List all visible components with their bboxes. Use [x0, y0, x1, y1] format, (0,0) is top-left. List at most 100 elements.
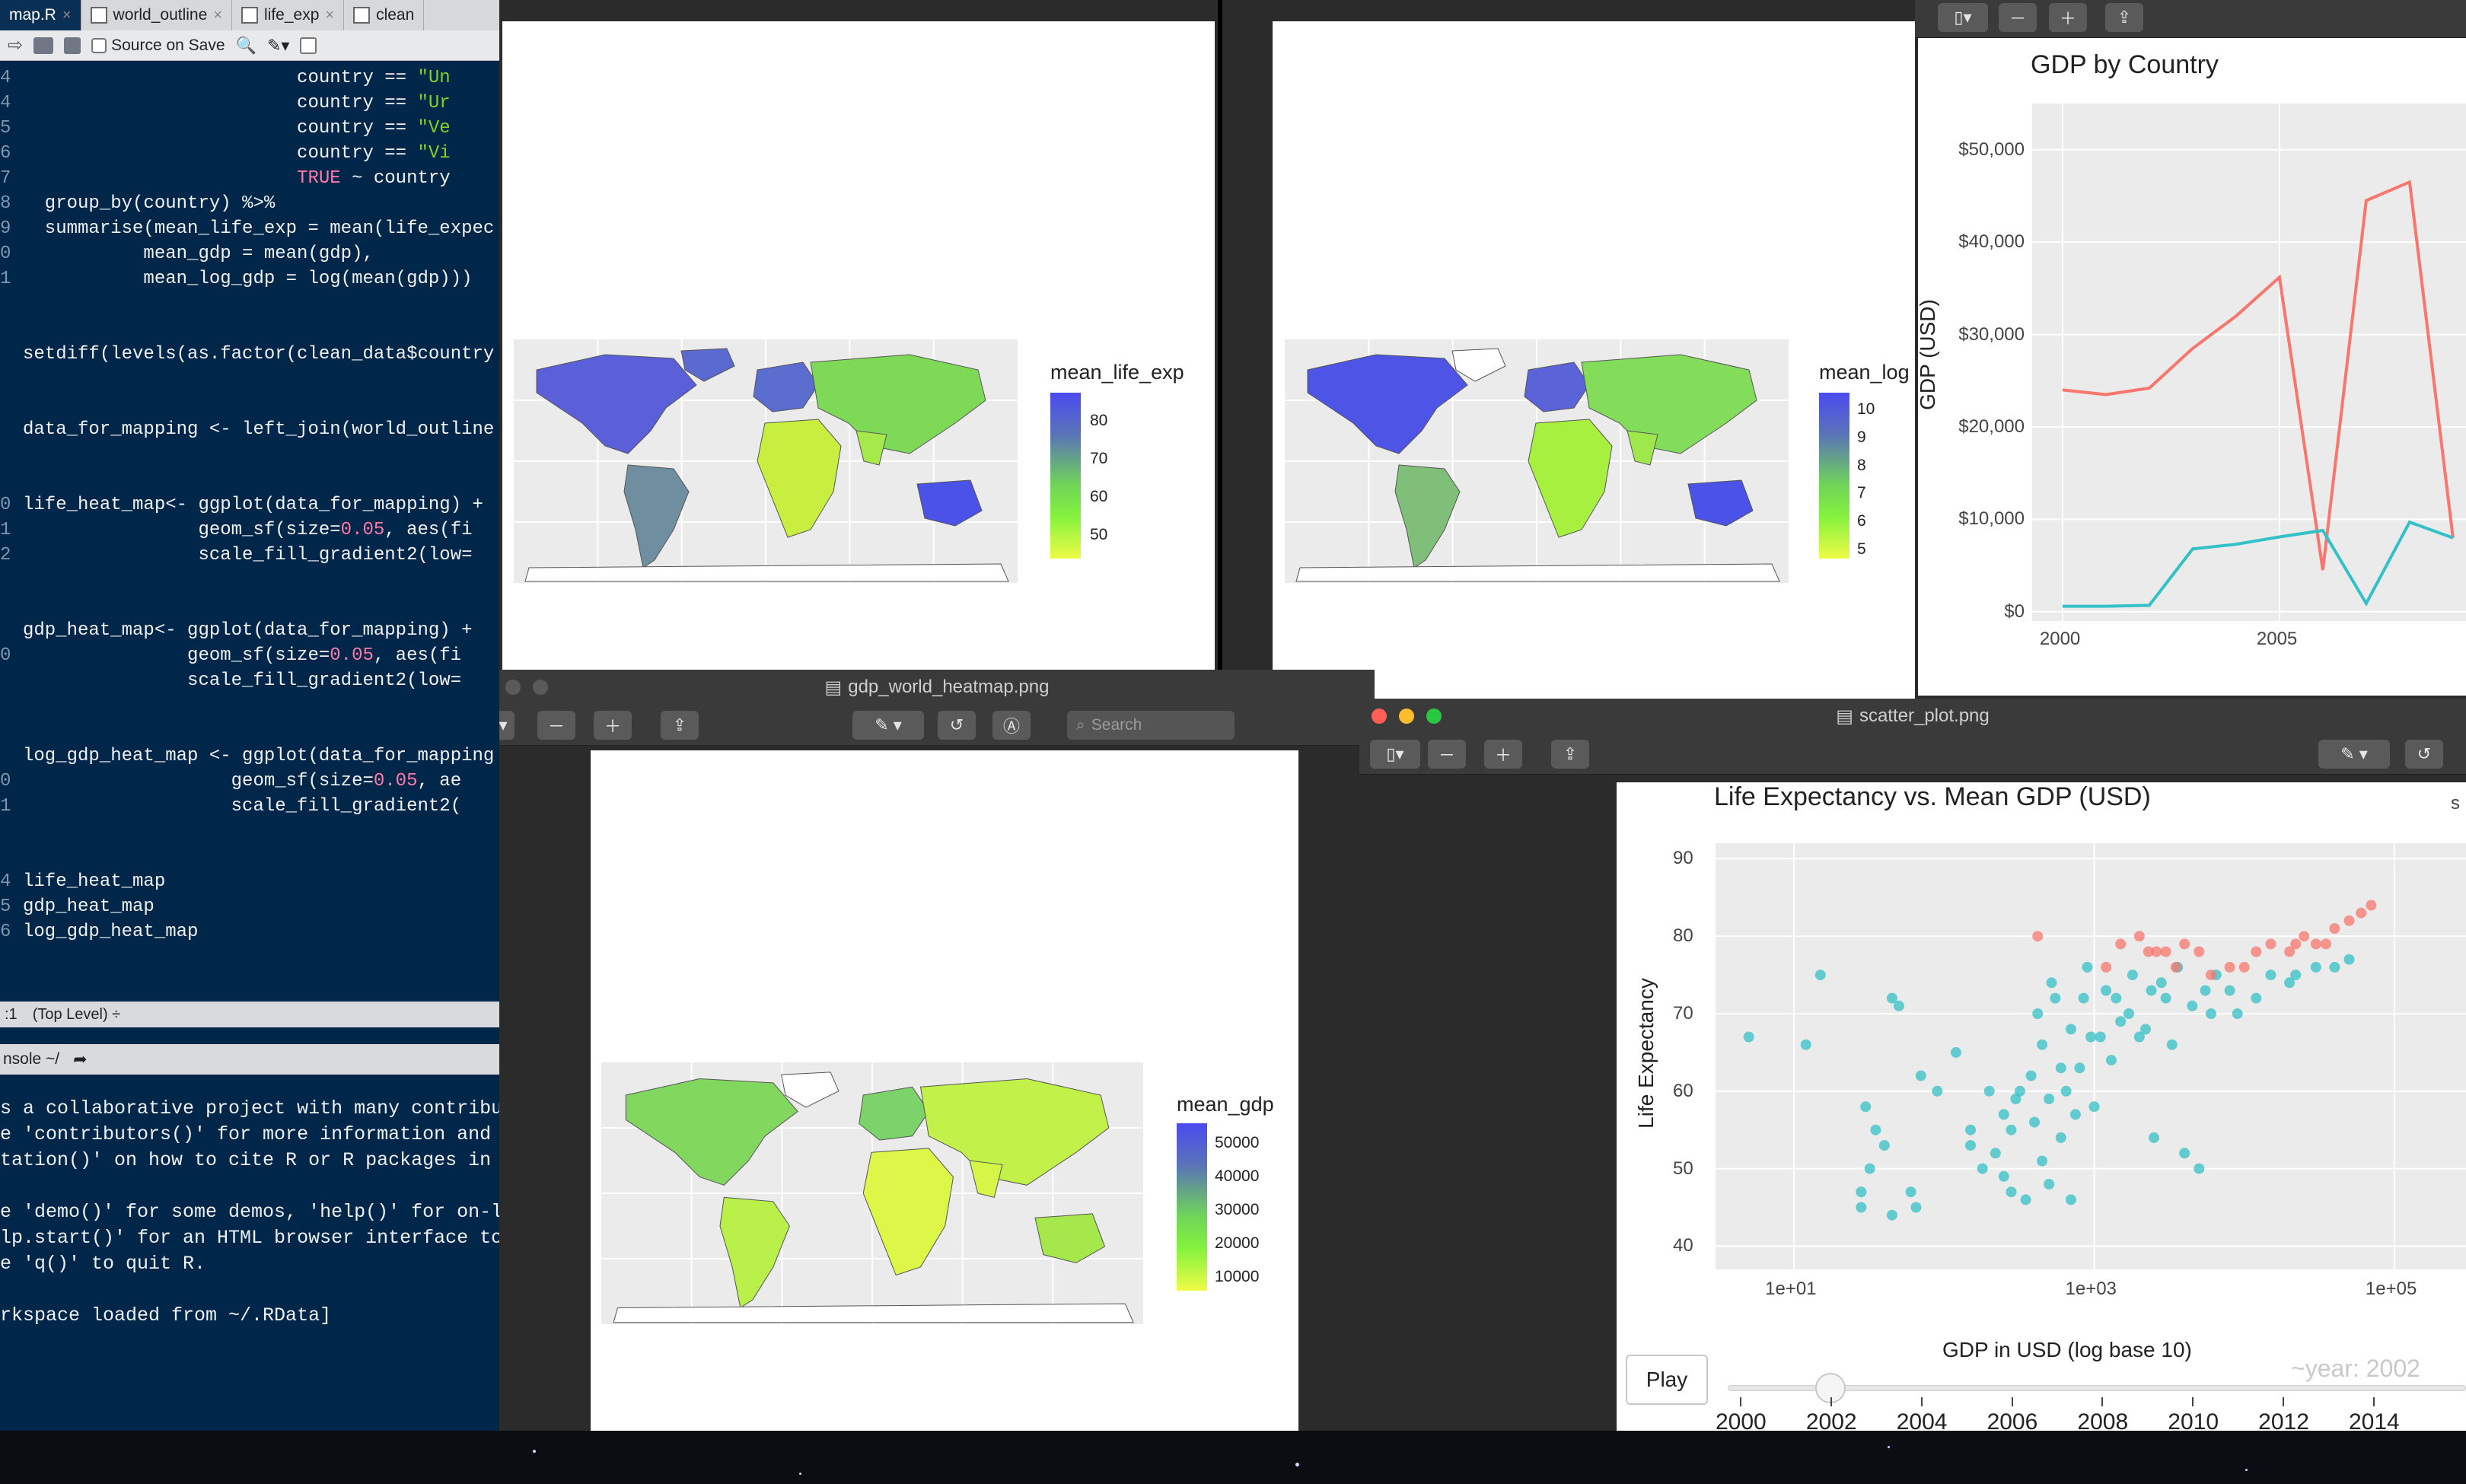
data-point — [2284, 946, 2296, 957]
rotate-button[interactable]: ↺ — [938, 711, 976, 740]
source-on-save-checkbox[interactable]: Source on Save — [91, 37, 225, 55]
sidebar-toggle-button[interactable]: ▯▾ — [1938, 3, 1988, 32]
outline-icon[interactable] — [300, 37, 317, 54]
sidebar-toggle-button[interactable]: ▯▾ — [1370, 740, 1420, 769]
data-point — [2149, 1132, 2159, 1143]
data-point — [2115, 938, 2127, 950]
maximize-window-button[interactable] — [1426, 709, 1442, 724]
play-button[interactable]: Play — [1626, 1355, 1708, 1405]
data-point — [2310, 961, 2321, 973]
arrow-icon[interactable]: ➦ — [73, 1049, 88, 1068]
asia-shape — [810, 354, 986, 454]
line-number: 1 — [0, 796, 11, 817]
show-in-window-icon[interactable] — [33, 37, 54, 54]
markup-button[interactable]: ✎ ▾ — [2318, 740, 2390, 769]
data-point — [2155, 977, 2167, 989]
x-tick-label: 1e+05 — [2365, 1279, 2417, 1299]
legend-tick-label: 20000 — [1215, 1234, 1260, 1252]
close-window-button[interactable] — [1372, 709, 1387, 724]
wand-icon[interactable]: ✎▾ — [266, 35, 290, 55]
close-window-button[interactable] — [505, 680, 521, 695]
window-titlebar: ▤ scatter_plot.png — [1359, 699, 2466, 734]
code-text: country == "Vi — [23, 143, 451, 164]
search-placeholder: Search — [1091, 716, 1142, 734]
code-line: 5 gdp_heat_map — [0, 894, 155, 920]
zoom-out-button[interactable]: － — [1428, 740, 1466, 769]
code-line: 1 geom_sf(size=0.05, aes(fi — [0, 517, 473, 543]
close-icon[interactable]: × — [325, 6, 335, 24]
slider-year-label: 2012 — [2258, 1409, 2309, 1431]
console-header: nsole ~/ ➦ — [0, 1044, 502, 1075]
checkbox-icon[interactable] — [91, 37, 107, 53]
code-line: 8 group_by(country) %>% — [0, 191, 275, 217]
year-slider-handle[interactable] — [1814, 1373, 1846, 1403]
code-text: setdiff(levels(as.factor(clean_data$coun… — [23, 344, 495, 365]
close-icon[interactable]: × — [213, 6, 222, 24]
data-point — [2187, 1000, 2198, 1011]
africa-shape — [757, 419, 842, 538]
markup-button[interactable]: ✎ ▾ — [852, 711, 924, 740]
back-arrow-icon[interactable]: ⇨ — [8, 35, 24, 56]
tab-label: world_outline — [113, 6, 208, 24]
tab-life-exp[interactable]: life_exp × — [232, 0, 345, 30]
south-america-shape — [719, 1196, 790, 1309]
code-line — [0, 718, 23, 744]
antarctica-shape — [1295, 563, 1780, 582]
code-text: log_gdp_heat_map <- ggplot(data_for_mapp… — [23, 746, 495, 766]
code-line — [0, 593, 23, 619]
data-point — [2055, 1132, 2066, 1143]
data-point — [2020, 1194, 2031, 1205]
tab-world-outline[interactable]: world_outline × — [81, 0, 232, 30]
data-point — [2025, 1070, 2037, 1081]
data-point — [2133, 1031, 2145, 1043]
annotate-button[interactable]: Ⓐ — [992, 711, 1031, 740]
console-line — [0, 1174, 502, 1199]
close-icon[interactable]: × — [62, 6, 72, 24]
line-number: 0 — [0, 495, 11, 515]
save-icon[interactable] — [64, 37, 81, 54]
code-text: scale_fill_gradient2(low= — [23, 670, 462, 691]
data-point — [2044, 1179, 2055, 1189]
slider-year-label: 2004 — [1896, 1409, 1948, 1431]
zoom-in-button[interactable]: ＋ — [2049, 3, 2087, 32]
code-line: 4 country == "Ur — [0, 91, 451, 116]
map-svg — [1285, 339, 1789, 583]
tab-clean[interactable]: clean — [344, 0, 425, 30]
india-shape — [969, 1160, 1003, 1199]
share-button[interactable]: ⇪ — [2105, 3, 2143, 32]
rotate-button[interactable]: ↺ — [2405, 740, 2443, 769]
south-america-shape — [623, 464, 690, 568]
image-canvas: mean_gdp 50000 40000 30000 20000 10000 — [591, 750, 1298, 1431]
scope-selector[interactable]: (Top Level) ÷ — [32, 1005, 121, 1023]
x-tick-label: 1e+01 — [1765, 1279, 1817, 1299]
data-point — [2044, 1094, 2055, 1104]
data-point — [1977, 1163, 1988, 1174]
world-map-log — [1285, 339, 1789, 583]
data-point — [1743, 1031, 1754, 1043]
data-point — [1950, 1046, 1961, 1058]
search-icon[interactable]: 🔍 — [235, 35, 256, 55]
table-icon — [90, 7, 107, 24]
sidebar-toggle-button[interactable]: ▾ — [499, 711, 515, 740]
zoom-in-button[interactable]: ＋ — [1484, 740, 1522, 769]
zoom-out-button[interactable]: － — [1999, 3, 2037, 32]
data-point — [2006, 1124, 2017, 1135]
tab-map-r[interactable]: map.R × — [0, 0, 81, 30]
legend-tick-label: 40000 — [1215, 1167, 1260, 1185]
australia-shape — [1034, 1213, 1106, 1263]
greenland-shape — [680, 348, 735, 382]
minimize-window-button[interactable] — [1399, 709, 1414, 724]
data-point — [2251, 992, 2262, 1004]
zoom-out-button[interactable]: － — [537, 711, 575, 740]
data-point — [2037, 1155, 2048, 1167]
code-line: scale_fill_gradient2(low= — [0, 668, 461, 694]
code-editor[interactable]: 4 country == "Un 4 country == "Ur 5 countr… — [0, 65, 502, 1002]
minimize-window-button[interactable] — [533, 680, 548, 695]
data-point — [2111, 992, 2122, 1004]
console-output[interactable]: s a collaborative project with many cont… — [0, 1096, 502, 1329]
code-line: setdiff(levels(as.factor(clean_data$coun… — [0, 342, 494, 368]
zoom-in-button[interactable]: ＋ — [594, 711, 632, 740]
search-field[interactable]: ⌕ Search — [1067, 711, 1235, 740]
share-button[interactable]: ⇪ — [661, 711, 699, 740]
share-button[interactable]: ⇪ — [1551, 740, 1589, 769]
